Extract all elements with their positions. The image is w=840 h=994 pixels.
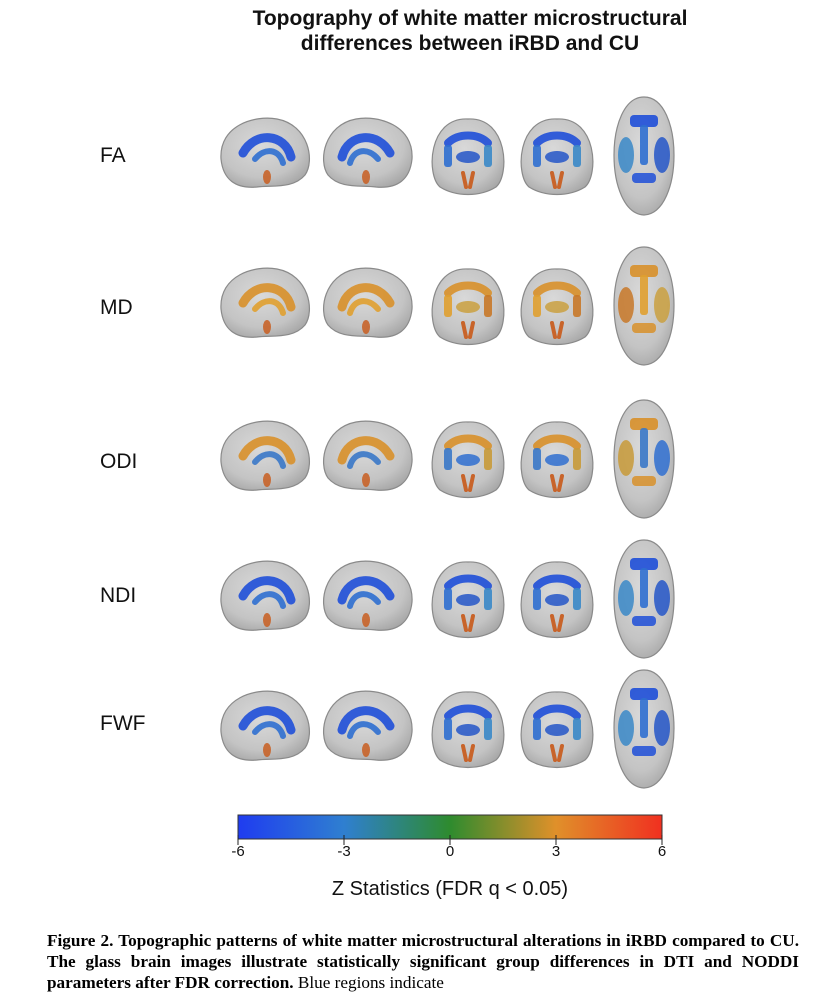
brain-md-coronal-posterior bbox=[520, 268, 594, 346]
brain-fwf-sagittal-left bbox=[220, 690, 311, 761]
brain-ndi-coronal-anterior bbox=[431, 561, 505, 639]
brain-fa-sagittal-left bbox=[220, 117, 311, 188]
brain-fa-sagittal-right bbox=[322, 117, 413, 188]
colorbar-ticks bbox=[237, 835, 663, 845]
colorbar-tick-label: -3 bbox=[337, 843, 351, 860]
brain-fa-coronal-anterior bbox=[431, 118, 505, 196]
brain-md-sagittal-right bbox=[322, 267, 413, 338]
colorbar-label: Z Statistics (FDR q < 0.05) bbox=[331, 878, 569, 900]
row-label-odi: ODI bbox=[100, 450, 138, 473]
figure-title-line-2: differences between iRBD and CU bbox=[300, 32, 640, 55]
colorbar-tick-label: 6 bbox=[657, 843, 667, 860]
figure-caption: Figure 2. Topographic patterns of white … bbox=[47, 930, 799, 993]
brain-fwf-axial bbox=[613, 669, 675, 789]
brain-md-coronal-anterior bbox=[431, 268, 505, 346]
brain-ndi-sagittal-left bbox=[220, 560, 311, 631]
row-label-fwf: FWF bbox=[100, 712, 146, 735]
brain-odi-sagittal-right bbox=[322, 420, 413, 491]
caption-bold: Figure 2. Topographic patterns of white … bbox=[47, 931, 799, 992]
row-label-fa: FA bbox=[100, 144, 126, 167]
brain-fa-axial bbox=[613, 96, 675, 216]
colorbar-tick-label: -6 bbox=[231, 843, 245, 860]
figure-title-line-1: Topography of white matter microstructur… bbox=[252, 7, 688, 30]
brain-fa-coronal-posterior bbox=[520, 118, 594, 196]
row-label-md: MD bbox=[100, 296, 133, 319]
brain-ndi-coronal-posterior bbox=[520, 561, 594, 639]
brain-md-axial bbox=[613, 246, 675, 366]
colorbar bbox=[237, 814, 663, 845]
brain-fwf-sagittal-right bbox=[322, 690, 413, 761]
brain-odi-sagittal-left bbox=[220, 420, 311, 491]
brain-odi-coronal-anterior bbox=[431, 421, 505, 499]
brain-ndi-sagittal-right bbox=[322, 560, 413, 631]
brain-grid bbox=[220, 96, 675, 789]
brain-md-sagittal-left bbox=[220, 267, 311, 338]
row-label-ndi: NDI bbox=[100, 584, 137, 607]
colorbar-tick-label: 3 bbox=[551, 843, 561, 860]
caption-normal: Blue regions indicate bbox=[293, 973, 444, 992]
colorbar-tick-label: 0 bbox=[445, 843, 455, 860]
brain-odi-coronal-posterior bbox=[520, 421, 594, 499]
brain-fwf-coronal-anterior bbox=[431, 691, 505, 769]
brain-ndi-axial bbox=[613, 539, 675, 659]
brain-odi-axial bbox=[613, 399, 675, 519]
figure-title: Topography of white matter microstructur… bbox=[0, 6, 840, 56]
brain-fwf-coronal-posterior bbox=[520, 691, 594, 769]
